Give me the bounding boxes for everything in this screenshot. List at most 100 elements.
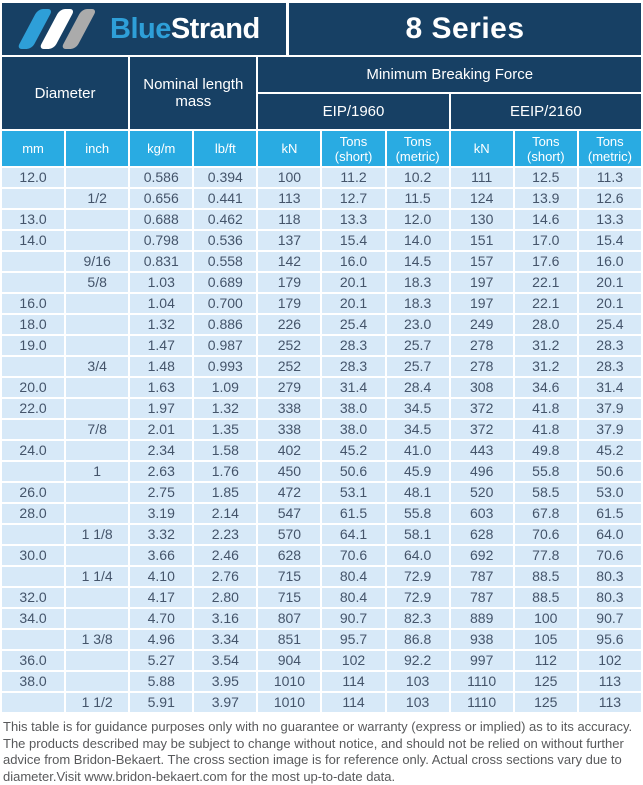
cell-diameter-inch [66, 588, 129, 607]
cell-eip-tons-short: 61.5 [322, 504, 385, 523]
cell-eip-tons-short: 12.7 [322, 189, 385, 208]
cell-eeip-tons-short: 88.5 [514, 588, 577, 607]
header-nominal-length-mass: Nominal length mass [130, 57, 257, 129]
cell-diameter-inch [66, 483, 129, 502]
table-row: 5/8 1.03 0.689 179 20.1 18.3 197 22.1 20.1 [2, 273, 641, 292]
cell-eip-tons-metric: 25.7 [386, 357, 449, 376]
cell-mass-kgm: 2.01 [130, 420, 193, 439]
cell-eeip-kn: 308 [450, 378, 513, 397]
cell-eip-tons-metric: 25.7 [386, 336, 449, 355]
cell-diameter-mm: 20.0 [2, 378, 65, 397]
cell-mass-lbft: 1.85 [194, 483, 257, 502]
cell-mass-lbft: 3.95 [194, 672, 257, 691]
cell-eip-tons-metric: 23.0 [386, 315, 449, 334]
table-row: 26.0 2.75 1.85 472 53.1 48.1 520 58.5 53.0 [2, 483, 641, 502]
cell-mass-lbft: 2.80 [194, 588, 257, 607]
cell-eeip-tons-metric: 13.3 [578, 210, 641, 229]
cell-mass-kgm: 5.27 [130, 651, 193, 670]
cell-eip-tons-metric: 14.5 [386, 252, 449, 271]
cell-eeip-kn: 520 [450, 483, 513, 502]
cell-eeip-tons-metric: 113 [578, 672, 641, 691]
cell-mass-lbft: 2.76 [194, 567, 257, 586]
cell-eip-kn: 100 [258, 168, 321, 187]
cell-eeip-kn: 787 [450, 567, 513, 586]
cell-eip-kn: 113 [258, 189, 321, 208]
cell-eip-kn: 142 [258, 252, 321, 271]
spec-table: Diameter Nominal length mass Minimum Bre… [0, 55, 643, 714]
cell-eip-tons-metric: 86.8 [386, 630, 449, 649]
cell-mass-lbft: 1.35 [194, 420, 257, 439]
cell-diameter-inch: 1 1/4 [66, 567, 129, 586]
cell-eeip-tons-metric: 15.4 [578, 231, 641, 250]
cell-diameter-mm [2, 273, 65, 292]
cell-mass-lbft: 1.58 [194, 441, 257, 460]
cell-mass-kgm: 0.831 [130, 252, 193, 271]
cell-eip-tons-metric: 72.9 [386, 567, 449, 586]
cell-eeip-tons-metric: 16.0 [578, 252, 641, 271]
cell-eip-tons-short: 31.4 [322, 378, 385, 397]
cell-eip-kn: 179 [258, 294, 321, 313]
cell-eeip-tons-metric: 37.9 [578, 420, 641, 439]
unit-header-eip-tons-metric: Tons (metric) [386, 131, 449, 166]
cell-eip-tons-metric: 10.2 [386, 168, 449, 187]
cell-eeip-tons-metric: 95.6 [578, 630, 641, 649]
unit-header-inch: inch [66, 131, 129, 166]
cell-mass-lbft: 1.09 [194, 378, 257, 397]
cell-eeip-kn: 197 [450, 273, 513, 292]
cell-mass-lbft: 0.700 [194, 294, 257, 313]
cell-eip-tons-short: 20.1 [322, 273, 385, 292]
table-row: 1 1/4 4.10 2.76 715 80.4 72.9 787 88.5 80.3 [2, 567, 641, 586]
table-row: 1 1/2 5.91 3.97 1010 114 103 1110 125 113 [2, 693, 641, 712]
cell-eeip-tons-short: 13.9 [514, 189, 577, 208]
cell-eeip-kn: 692 [450, 546, 513, 565]
table-row: 36.0 5.27 3.54 904 102 92.2 997 112 102 [2, 651, 641, 670]
cell-eeip-kn: 1110 [450, 693, 513, 712]
cell-mass-lbft: 1.32 [194, 399, 257, 418]
cell-eip-tons-metric: 34.5 [386, 399, 449, 418]
table-row: 24.0 2.34 1.58 402 45.2 41.0 443 49.8 45.2 [2, 441, 641, 460]
cell-eip-tons-metric: 103 [386, 693, 449, 712]
unit-header-eeip-kn: kN [450, 131, 513, 166]
cell-eip-kn: 628 [258, 546, 321, 565]
cell-diameter-inch: 3/4 [66, 357, 129, 376]
cell-diameter-mm: 36.0 [2, 651, 65, 670]
cell-diameter-mm [2, 630, 65, 649]
cell-eeip-tons-metric: 31.4 [578, 378, 641, 397]
cell-eip-tons-metric: 34.5 [386, 420, 449, 439]
cell-diameter-inch [66, 504, 129, 523]
cell-mass-lbft: 2.14 [194, 504, 257, 523]
cell-eip-tons-metric: 55.8 [386, 504, 449, 523]
cell-diameter-inch: 1 [66, 462, 129, 481]
cell-diameter-inch: 7/8 [66, 420, 129, 439]
table-row: 9/16 0.831 0.558 142 16.0 14.5 157 17.6 16.0 [2, 252, 641, 271]
cell-diameter-mm: 19.0 [2, 336, 65, 355]
cell-eeip-kn: 151 [450, 231, 513, 250]
cell-eip-tons-short: 80.4 [322, 588, 385, 607]
cell-eeip-kn: 1110 [450, 672, 513, 691]
cell-mass-lbft: 0.987 [194, 336, 257, 355]
cell-eeip-tons-metric: 28.3 [578, 336, 641, 355]
cell-eeip-tons-metric: 50.6 [578, 462, 641, 481]
cell-eeip-kn: 889 [450, 609, 513, 628]
cell-mass-lbft: 2.46 [194, 546, 257, 565]
cell-eip-tons-short: 45.2 [322, 441, 385, 460]
cell-mass-kgm: 1.32 [130, 315, 193, 334]
cell-diameter-inch: 9/16 [66, 252, 129, 271]
cell-diameter-mm: 28.0 [2, 504, 65, 523]
cell-eeip-kn: 997 [450, 651, 513, 670]
table-row: 1/2 0.656 0.441 113 12.7 11.5 124 13.9 12.6 [2, 189, 641, 208]
cell-mass-kgm: 0.656 [130, 189, 193, 208]
cell-eip-kn: 715 [258, 567, 321, 586]
cell-eeip-kn: 111 [450, 168, 513, 187]
cell-eeip-tons-short: 125 [514, 693, 577, 712]
cell-mass-kgm: 4.17 [130, 588, 193, 607]
cell-eip-tons-short: 15.4 [322, 231, 385, 250]
unit-header-row: mm inch kg/m lb/ft kN Tons (short) Tons … [2, 131, 641, 166]
table-row: 28.0 3.19 2.14 547 61.5 55.8 603 67.8 61.5 [2, 504, 641, 523]
cell-eeip-tons-short: 17.6 [514, 252, 577, 271]
cell-diameter-mm: 22.0 [2, 399, 65, 418]
cell-mass-lbft: 0.536 [194, 231, 257, 250]
cell-eeip-tons-short: 31.2 [514, 357, 577, 376]
cell-diameter-inch [66, 378, 129, 397]
cell-mass-lbft: 2.23 [194, 525, 257, 544]
